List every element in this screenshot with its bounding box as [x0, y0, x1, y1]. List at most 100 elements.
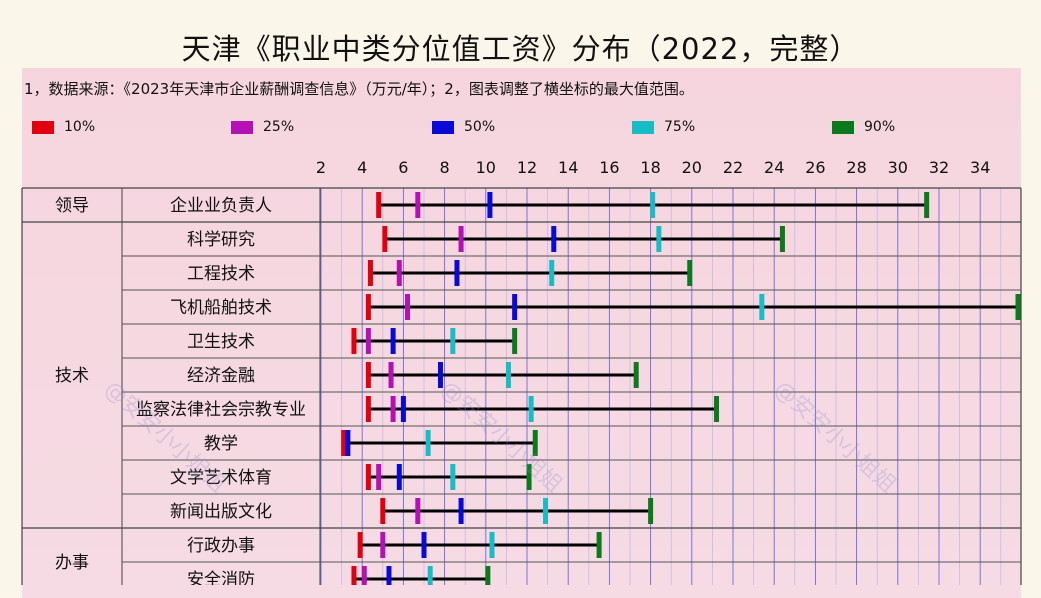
x-tick-label: 24 — [764, 158, 784, 177]
marker-p75 — [528, 396, 534, 422]
x-tick-label: 28 — [846, 158, 866, 177]
marker-p75 — [650, 192, 656, 218]
legend-swatch — [231, 121, 253, 134]
x-tick-label: 18 — [640, 158, 660, 177]
marker-p50 — [512, 294, 518, 320]
marker-p90 — [526, 464, 532, 490]
marker-p10 — [380, 498, 386, 524]
marker-p10 — [351, 566, 357, 585]
row-label: 经济金融 — [187, 366, 255, 386]
marker-p50 — [421, 532, 427, 558]
legend-label: 25% — [263, 119, 295, 135]
marker-p90 — [648, 498, 654, 524]
legend-label: 10% — [64, 119, 96, 135]
page-title: 天津《职业中类分位值工资》分布（2022，完整） — [181, 32, 860, 66]
marker-p90 — [924, 192, 930, 218]
marker-p75 — [505, 362, 511, 388]
x-tick-label: 6 — [398, 158, 408, 177]
marker-p50 — [390, 328, 396, 354]
x-tick-label: 12 — [517, 158, 537, 177]
marker-p75 — [543, 498, 549, 524]
marker-p25 — [415, 498, 421, 524]
marker-p75 — [450, 464, 456, 490]
marker-p25 — [380, 532, 386, 558]
row-label: 工程技术 — [187, 264, 255, 284]
x-tick-label: 20 — [682, 158, 702, 177]
row-label: 教学 — [204, 434, 238, 454]
marker-p50 — [454, 260, 460, 286]
x-tick-label: 32 — [929, 158, 949, 177]
marker-p90 — [532, 430, 538, 456]
group-label: 办事 — [55, 553, 89, 573]
row-label: 科学研究 — [187, 230, 255, 250]
x-tick-label: 34 — [970, 158, 990, 177]
marker-p25 — [388, 362, 394, 388]
marker-p10 — [365, 396, 371, 422]
row-label: 飞机船舶技术 — [170, 298, 272, 318]
group-label: 技术 — [55, 366, 89, 386]
marker-p10 — [357, 532, 363, 558]
marker-p75 — [489, 532, 495, 558]
source-note: 1，数据来源：《2023年天津市企业薪酬调查信息》（万元/年）；2，图表调整了横… — [24, 80, 694, 98]
row-label: 文学艺术体育 — [170, 468, 272, 488]
x-tick-label: 4 — [357, 158, 367, 177]
legend-label: 50% — [464, 119, 496, 135]
x-tick-label: 22 — [723, 158, 743, 177]
marker-p25 — [405, 294, 411, 320]
marker-p10 — [351, 328, 357, 354]
marker-p10 — [365, 294, 371, 320]
x-tick-label: 14 — [558, 158, 578, 177]
marker-p75 — [425, 430, 431, 456]
row-label: 企业业负责人 — [170, 196, 272, 216]
legend-label: 75% — [664, 119, 696, 135]
marker-p10 — [341, 430, 347, 456]
marker-p50 — [551, 226, 557, 252]
marker-p50 — [386, 566, 392, 585]
marker-p25 — [396, 260, 402, 286]
marker-p90 — [1015, 294, 1021, 320]
marker-p50 — [345, 430, 351, 456]
row-label: 卫生技术 — [187, 332, 255, 352]
marker-p25 — [458, 226, 464, 252]
marker-p50 — [400, 396, 406, 422]
marker-p75 — [450, 328, 456, 354]
row-label: 安全消防 — [187, 570, 255, 585]
marker-p25 — [376, 464, 382, 490]
legend-label: 90% — [864, 119, 896, 135]
marker-p90 — [596, 532, 602, 558]
marker-p75 — [427, 566, 433, 585]
marker-p90 — [512, 328, 518, 354]
legend-swatch — [632, 121, 654, 134]
marker-p90 — [779, 226, 785, 252]
x-tick-label: 10 — [476, 158, 496, 177]
marker-p50 — [396, 464, 402, 490]
marker-p25 — [361, 566, 367, 585]
marker-p10 — [382, 226, 388, 252]
row-label: 行政办事 — [187, 536, 255, 556]
x-tick-label: 8 — [440, 158, 450, 177]
marker-p10 — [376, 192, 382, 218]
marker-p50 — [437, 362, 443, 388]
x-tick-label: 16 — [599, 158, 619, 177]
marker-p90 — [633, 362, 639, 388]
marker-p90 — [687, 260, 693, 286]
marker-p75 — [759, 294, 765, 320]
marker-p90 — [714, 396, 720, 422]
marker-p10 — [365, 464, 371, 490]
legend-swatch — [32, 121, 54, 134]
group-label: 领导 — [55, 196, 89, 216]
x-tick-label: 26 — [805, 158, 825, 177]
marker-p25 — [415, 192, 421, 218]
marker-p75 — [656, 226, 662, 252]
marker-p25 — [390, 396, 396, 422]
x-tick-label: 2 — [316, 158, 326, 177]
marker-p75 — [549, 260, 555, 286]
marker-p90 — [485, 566, 491, 585]
legend-swatch — [832, 121, 854, 134]
x-tick-label: 30 — [888, 158, 908, 177]
marker-p25 — [365, 328, 371, 354]
marker-p50 — [487, 192, 493, 218]
row-label: 新闻出版文化 — [170, 502, 272, 522]
marker-p50 — [458, 498, 464, 524]
